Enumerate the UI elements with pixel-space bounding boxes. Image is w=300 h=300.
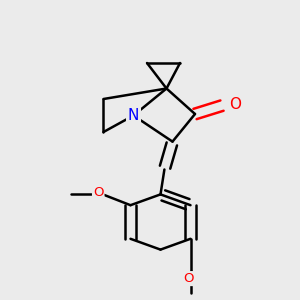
Text: O: O bbox=[184, 272, 194, 285]
Text: N: N bbox=[128, 108, 139, 123]
Text: O: O bbox=[93, 186, 104, 199]
Text: O: O bbox=[230, 97, 242, 112]
